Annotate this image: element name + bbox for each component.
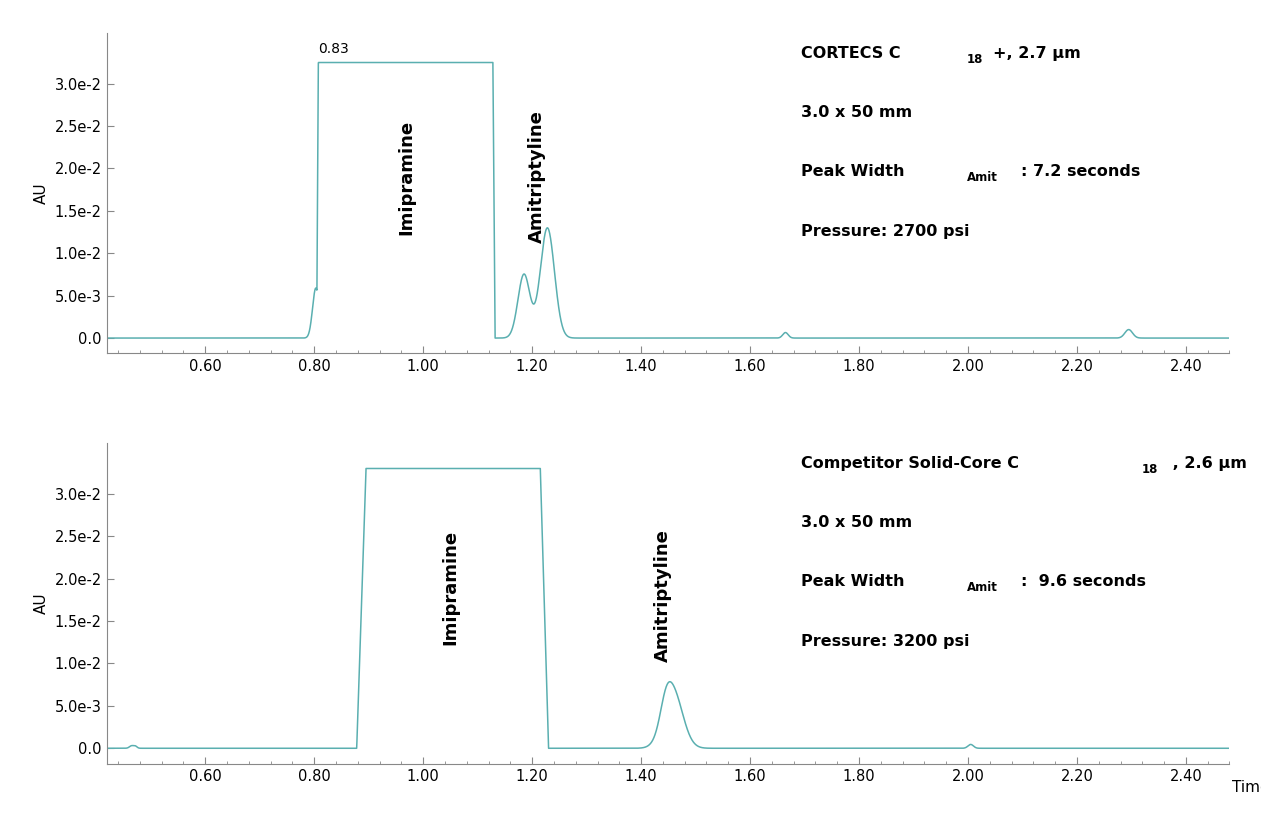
Text: :  9.6 seconds: : 9.6 seconds	[1020, 575, 1146, 589]
Text: , 2.6 μm: , 2.6 μm	[1166, 456, 1247, 471]
Text: CORTECS C: CORTECS C	[801, 46, 900, 61]
Text: 3.0 x 50 mm: 3.0 x 50 mm	[801, 105, 912, 120]
Text: Amit: Amit	[967, 581, 997, 594]
Text: Peak Width: Peak Width	[801, 164, 904, 179]
Text: +, 2.7 μm: +, 2.7 μm	[992, 46, 1081, 61]
Text: Amit: Amit	[967, 172, 997, 184]
Text: Imipramine: Imipramine	[441, 530, 459, 644]
Text: Competitor Solid-Core C: Competitor Solid-Core C	[801, 456, 1019, 471]
Text: 18: 18	[1142, 463, 1159, 476]
Text: Pressure: 3200 psi: Pressure: 3200 psi	[801, 634, 970, 649]
Text: Peak Width: Peak Width	[801, 575, 904, 589]
Y-axis label: AU: AU	[34, 593, 49, 614]
Text: Amitriptyline: Amitriptyline	[527, 111, 546, 243]
Text: Pressure: 2700 psi: Pressure: 2700 psi	[801, 223, 970, 239]
Text: Imipramine: Imipramine	[397, 119, 416, 235]
Text: Amitriptyline: Amitriptyline	[654, 530, 672, 662]
Text: 3.0 x 50 mm: 3.0 x 50 mm	[801, 515, 912, 530]
Text: 0.83: 0.83	[319, 42, 349, 56]
Text: : 7.2 seconds: : 7.2 seconds	[1020, 164, 1140, 179]
Text: Time: Time	[1232, 780, 1261, 795]
Y-axis label: AU: AU	[34, 182, 49, 204]
Text: 18: 18	[967, 53, 984, 66]
